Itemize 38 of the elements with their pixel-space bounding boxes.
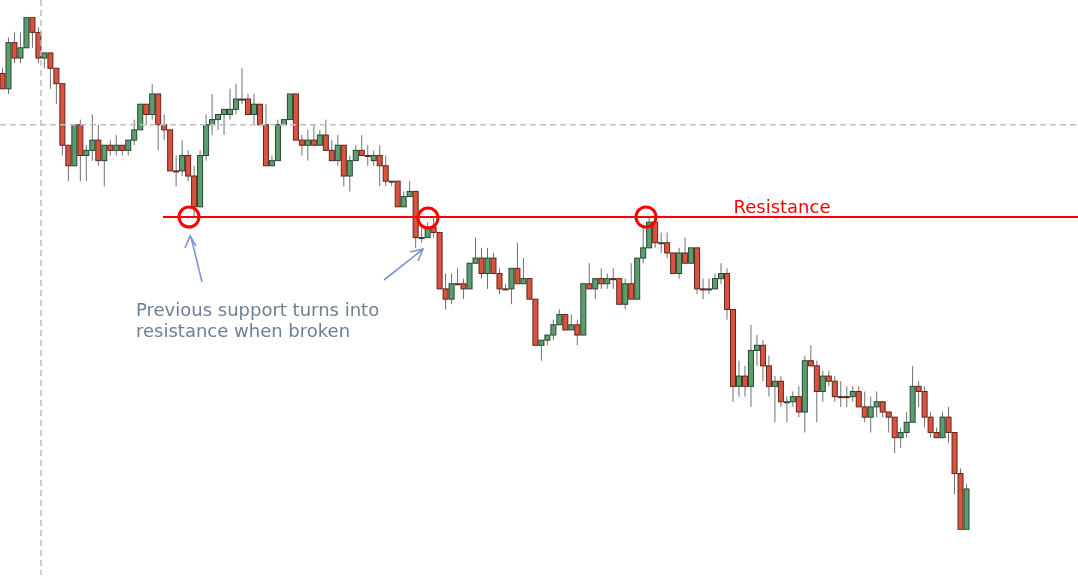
candlestick [735, 360, 742, 398]
candlestick [939, 411, 946, 439]
candlestick [334, 134, 341, 167]
candlestick [149, 83, 156, 121]
candlestick [179, 139, 186, 177]
candlestick [771, 375, 778, 423]
candlestick [676, 247, 683, 280]
candlestick [622, 278, 629, 310]
candlestick [586, 262, 593, 290]
candlestick [592, 278, 599, 300]
candlestick [304, 129, 311, 162]
candlestick [0, 67, 6, 90]
candlestick [819, 370, 826, 403]
ref-line-label: Resistance [733, 196, 831, 218]
candlestick [113, 134, 120, 157]
candlestick [741, 365, 748, 398]
candlestick [514, 242, 521, 285]
candlestick [658, 231, 665, 254]
candlestick [256, 103, 263, 126]
candlestick [777, 375, 784, 408]
candlestick [574, 319, 581, 346]
candlestick [508, 267, 515, 305]
candlestick [682, 237, 689, 264]
candlestick [95, 124, 102, 167]
candlestick [244, 93, 251, 115]
candlestick [520, 257, 527, 285]
candlestick [484, 247, 491, 290]
candlestick [598, 267, 605, 290]
candlestick [250, 93, 257, 126]
candlestick [11, 31, 18, 64]
candlestick [310, 124, 317, 146]
candlestick [143, 103, 150, 126]
candlestick [795, 385, 802, 418]
candlestick [448, 273, 455, 305]
candlestick [628, 262, 635, 300]
candlestick [478, 247, 485, 280]
annotation: Previous support turns into resistance when broken [136, 299, 381, 341]
candlestick [101, 144, 108, 187]
